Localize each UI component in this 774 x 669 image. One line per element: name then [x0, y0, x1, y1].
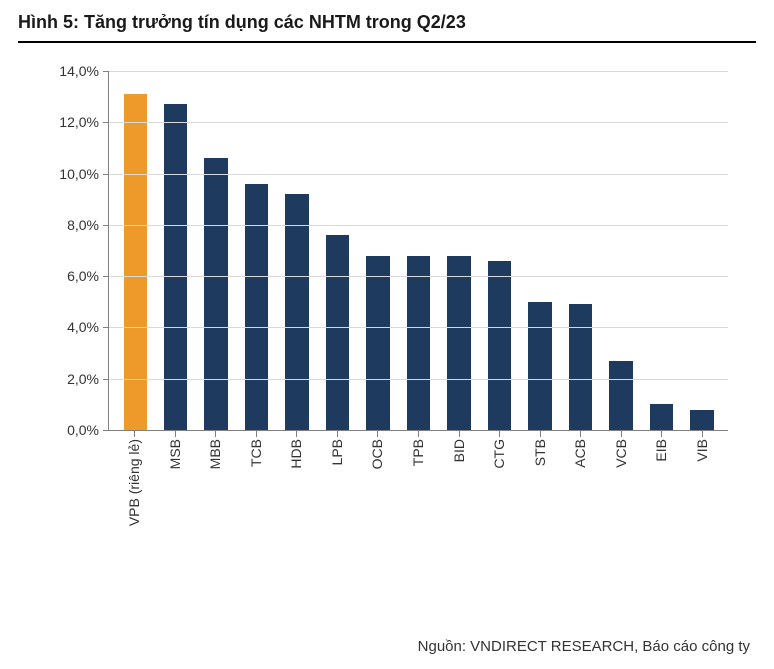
grid-line: [109, 379, 728, 380]
x-tick-label: STB: [532, 439, 548, 466]
x-tick-label: VCB: [613, 439, 629, 468]
x-tick-mark: [296, 431, 297, 437]
bar: [164, 104, 187, 430]
bar-slot: [398, 71, 438, 430]
x-label-slot: VIB: [681, 431, 722, 551]
x-label-slot: HDB: [276, 431, 317, 551]
x-label-slot: LPB: [317, 431, 358, 551]
x-label-slot: CTG: [479, 431, 520, 551]
bar-slot: [196, 71, 236, 430]
bar-chart: 0,0%2,0%4,0%6,0%8,0%10,0%12,0%14,0% VPB …: [38, 71, 738, 551]
x-tick-label: HDB: [288, 439, 304, 469]
x-tick-mark: [134, 431, 135, 437]
x-label-slot: ACB: [560, 431, 601, 551]
y-tick-label: 14,0%: [59, 63, 109, 79]
title-underline: [18, 41, 756, 43]
y-tick-label: 0,0%: [67, 422, 109, 438]
bar-slot: [115, 71, 155, 430]
x-tick-label: CTG: [491, 439, 507, 469]
bar: [488, 261, 511, 430]
x-tick-mark: [661, 431, 662, 437]
bar: [204, 158, 227, 430]
x-label-slot: MBB: [195, 431, 236, 551]
bar-slot: [358, 71, 398, 430]
x-axis-labels: VPB (riêng lẻ) MSB MBB TCB HDB LPB OCB TPB BID CT…: [108, 431, 728, 551]
bar: [569, 304, 592, 430]
grid-line: [109, 174, 728, 175]
bar-slot: [560, 71, 600, 430]
x-tick-label: EIB: [653, 439, 669, 462]
x-label-slot: EIB: [641, 431, 682, 551]
bar: [285, 194, 308, 430]
x-tick-label: MBB: [207, 439, 223, 469]
grid-line: [109, 327, 728, 328]
x-label-slot: STB: [519, 431, 560, 551]
bar-slot: [479, 71, 519, 430]
y-tick-label: 6,0%: [67, 268, 109, 284]
bar-slot: [682, 71, 722, 430]
x-tick-mark: [621, 431, 622, 437]
chart-title: Hình 5: Tăng trưởng tín dụng các NHTM tr…: [18, 12, 756, 41]
x-tick-label: VIB: [694, 439, 710, 462]
source-text: Nguồn: VNDIRECT RESEARCH, Báo cáo công t…: [418, 638, 750, 655]
bar: [407, 256, 430, 430]
x-tick-label: TPB: [410, 439, 426, 466]
bar-slot: [236, 71, 276, 430]
plot-area: 0,0%2,0%4,0%6,0%8,0%10,0%12,0%14,0%: [108, 71, 728, 431]
x-tick-label: ACB: [572, 439, 588, 468]
x-tick-mark: [418, 431, 419, 437]
grid-line: [109, 71, 728, 72]
x-tick-mark: [377, 431, 378, 437]
x-tick-mark: [256, 431, 257, 437]
y-tick-label: 10,0%: [59, 166, 109, 182]
x-tick-mark: [540, 431, 541, 437]
bar: [245, 184, 268, 430]
bar: [690, 410, 713, 431]
bar-slot: [439, 71, 479, 430]
x-tick-label: BID: [451, 439, 467, 462]
bar-slot: [317, 71, 357, 430]
bar-slot: [277, 71, 317, 430]
bar-slot: [520, 71, 560, 430]
x-tick-label: VPB (riêng lẻ): [126, 439, 142, 526]
bar: [366, 256, 389, 430]
x-tick-label: LPB: [329, 439, 345, 465]
x-tick-label: MSB: [167, 439, 183, 469]
x-label-slot: TCB: [236, 431, 277, 551]
x-tick-label: TCB: [248, 439, 264, 467]
x-label-slot: TPB: [398, 431, 439, 551]
x-tick-mark: [580, 431, 581, 437]
x-label-slot: MSB: [155, 431, 196, 551]
bar-slot: [155, 71, 195, 430]
x-label-slot: VPB (riêng lẻ): [114, 431, 155, 551]
x-label-slot: OCB: [357, 431, 398, 551]
x-tick-label: OCB: [369, 439, 385, 469]
x-tick-mark: [499, 431, 500, 437]
bar: [609, 361, 632, 430]
grid-line: [109, 276, 728, 277]
x-label-slot: VCB: [600, 431, 641, 551]
x-tick-mark: [337, 431, 338, 437]
x-tick-mark: [702, 431, 703, 437]
y-tick-label: 4,0%: [67, 319, 109, 335]
bars-container: [109, 71, 728, 430]
bar: [326, 235, 349, 430]
x-tick-mark: [215, 431, 216, 437]
grid-line: [109, 122, 728, 123]
bar-slot: [601, 71, 641, 430]
x-tick-mark: [175, 431, 176, 437]
y-tick-label: 12,0%: [59, 114, 109, 130]
grid-line: [109, 225, 728, 226]
bar: [650, 404, 673, 430]
y-tick-label: 2,0%: [67, 371, 109, 387]
bar-slot: [641, 71, 681, 430]
bar: [447, 256, 470, 430]
y-tick-label: 8,0%: [67, 217, 109, 233]
bar: [528, 302, 551, 430]
x-tick-mark: [459, 431, 460, 437]
x-label-slot: BID: [438, 431, 479, 551]
